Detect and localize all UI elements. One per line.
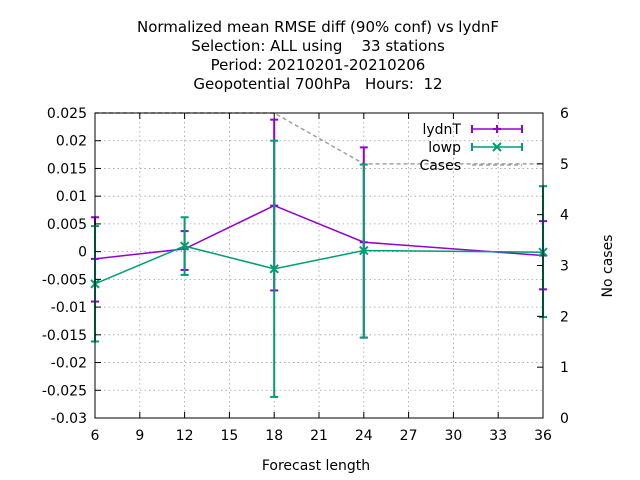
y2-tick-label: 2 [560, 309, 569, 325]
x-tick-label: 12 [176, 428, 194, 444]
y-tick-label: -0.005 [42, 272, 87, 288]
y-tick-label: -0.01 [51, 300, 87, 316]
y-tick-label: 0.015 [47, 161, 87, 177]
legend-label-cases: Cases [419, 158, 461, 174]
x-tick-label: 9 [135, 428, 144, 444]
y-tick-label: 0.025 [47, 106, 87, 122]
x-tick-label: 27 [400, 428, 418, 444]
y2-tick-label: 3 [560, 259, 569, 275]
cases-line [95, 112, 543, 165]
cases-series [95, 112, 543, 165]
point-marker-lowp [359, 245, 369, 256]
y-tick-label: 0.02 [56, 134, 87, 150]
title-line-3: Period: 20210201-20210206 [211, 56, 426, 74]
x-tick-label: 18 [265, 428, 283, 444]
chart-title: Normalized mean RMSE diff (90% conf) vs … [137, 18, 499, 93]
y-tick-label: 0.005 [47, 217, 87, 233]
y2-tick-label: 5 [560, 157, 569, 173]
y-tick-label: 0 [78, 245, 87, 261]
y-tick-label: -0.025 [42, 383, 87, 399]
y-tick-label: -0.02 [51, 356, 87, 372]
axis-ticks: 6 9 12 15 18 21 24 27 30 33 360.0250.020.0150.010.… [42, 106, 569, 444]
series-lowp [90, 139, 548, 398]
x-tick-label: 33 [489, 428, 507, 444]
legend-marker-lydnt [493, 125, 501, 133]
y-tick-label: -0.015 [42, 328, 87, 344]
grid-lines [94, 112, 544, 419]
legend-label-lowp: lowp [428, 140, 461, 156]
title-line-4: Geopotential 700hPa Hours: 12 [193, 75, 442, 93]
legend: lydnT lowp Cases [419, 122, 523, 174]
x-tick-label: 15 [220, 428, 238, 444]
series-lydnt [91, 118, 547, 339]
point-marker-lowp [269, 264, 279, 274]
x-tick-label: 24 [355, 428, 373, 444]
y2-tick-label: 4 [560, 208, 569, 224]
legend-marker-lowp [492, 142, 502, 152]
x-tick-label: 6 [91, 428, 100, 444]
title-line-1: Normalized mean RMSE diff (90% conf) vs … [137, 18, 499, 36]
x-axis-label: Forecast length [262, 458, 370, 474]
point-marker-lowp [179, 241, 190, 251]
y2-tick-label: 1 [560, 360, 569, 376]
legend-label-lydnt: lydnT [423, 122, 462, 138]
x-tick-label: 36 [534, 428, 552, 444]
y2-axis-label: No cases [600, 235, 616, 298]
y2-tick-label: 0 [560, 411, 569, 427]
y-tick-label: 0.01 [56, 189, 87, 205]
title-line-2: Selection: ALL using 33 stations [191, 37, 445, 55]
x-tick-label: 21 [310, 428, 328, 444]
x-tick-label: 30 [444, 428, 462, 444]
y2-tick-label: 6 [560, 106, 569, 122]
y-tick-label: -0.03 [51, 411, 87, 427]
